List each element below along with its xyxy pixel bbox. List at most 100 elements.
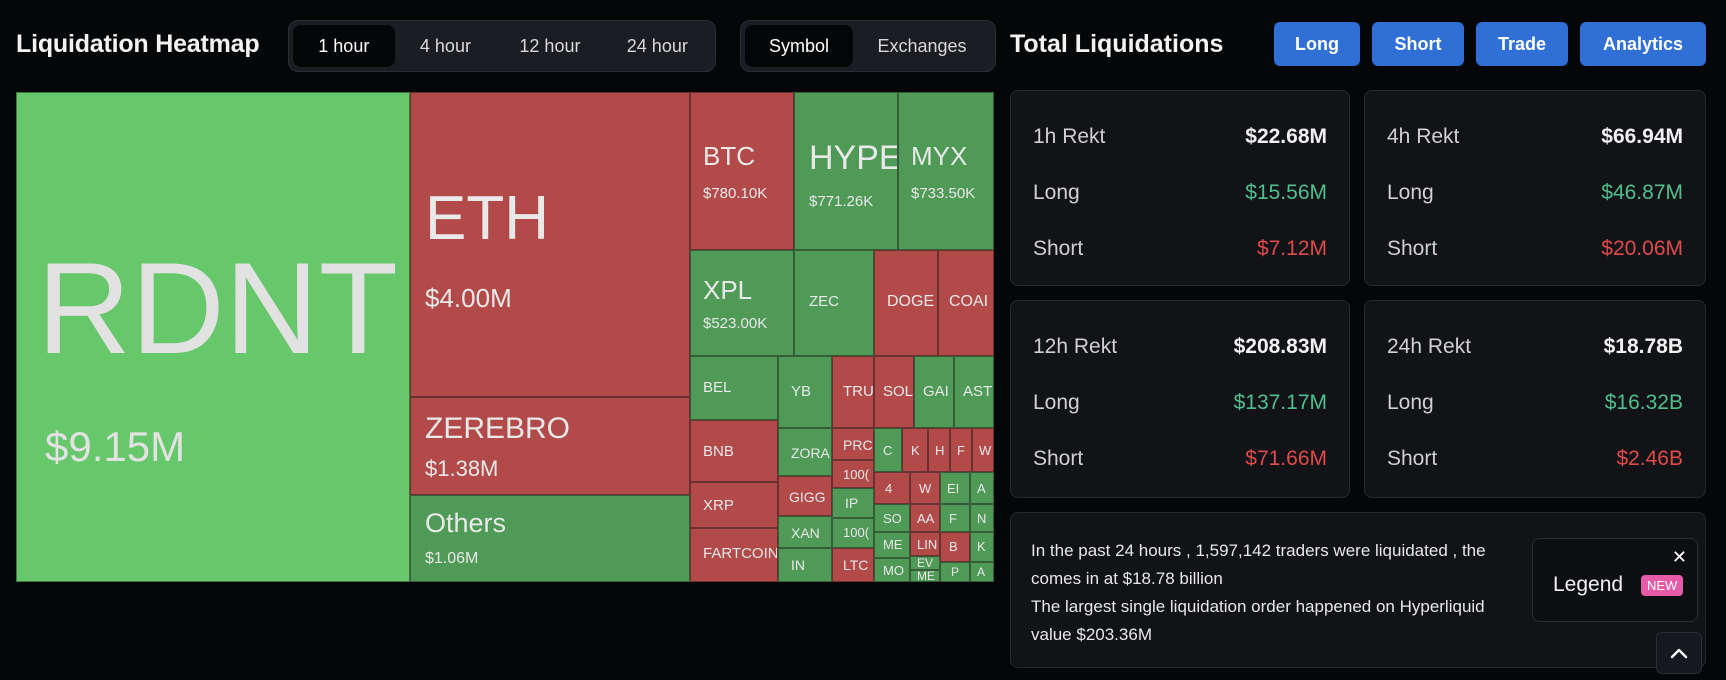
tile-value: $4.00M <box>425 283 512 313</box>
tile-symbol: Others <box>425 508 507 538</box>
summary-line: The largest single liquidation order hap… <box>1031 597 1485 616</box>
analytics-button[interactable]: Analytics <box>1580 22 1706 66</box>
long-label: Long <box>1033 181 1080 204</box>
tile-symbol: F <box>949 511 957 526</box>
tile-gigg[interactable]: GIGG <box>778 476 832 516</box>
tile-ast[interactable]: AST <box>954 356 994 428</box>
tile-symbol: IN <box>791 557 805 573</box>
tile-symbol: 100( <box>843 525 870 540</box>
tile-symbol: C <box>883 443 893 458</box>
tile-100-a[interactable]: 100( <box>832 460 874 488</box>
long-button[interactable]: Long <box>1274 22 1360 66</box>
short-label: Short <box>1387 447 1438 470</box>
tile-xan[interactable]: XAN <box>778 516 832 548</box>
tile-prc[interactable]: PRC <box>832 428 874 460</box>
tile-value: $1.38M <box>425 456 499 481</box>
tab-1-hour[interactable]: 1 hour <box>293 25 395 67</box>
tile-xpl[interactable]: XPL $523.00K <box>690 250 794 356</box>
short-button[interactable]: Short <box>1372 22 1464 66</box>
tile-doge[interactable]: DOGE <box>874 250 938 356</box>
tile-w2[interactable]: W <box>910 472 940 504</box>
tab-exchanges[interactable]: Exchanges <box>877 35 967 56</box>
tile-symbol: K <box>911 443 920 458</box>
trade-button[interactable]: Trade <box>1476 22 1568 66</box>
tile-tru[interactable]: TRU <box>832 356 874 428</box>
tile-4[interactable]: 4 <box>874 472 910 504</box>
tile-eth[interactable]: ETH $4.00M <box>410 92 690 397</box>
tile-h[interactable]: H <box>928 428 950 472</box>
card-label: 12h Rekt <box>1033 335 1118 358</box>
tile-sol[interactable]: SOL <box>874 356 914 428</box>
legend-popup[interactable]: ✕ Legend NEW <box>1532 538 1698 622</box>
summary-line: value $203.36M <box>1031 625 1152 644</box>
time-range-tabs: 1 hour 4 hour 12 hour 24 hour <box>288 20 716 72</box>
tile-p[interactable]: P <box>940 562 970 582</box>
tile-f2[interactable]: F <box>940 504 970 532</box>
tile-symbol: ZEREBRO <box>425 412 571 445</box>
tile-myx[interactable]: MYX $733.50K <box>898 92 994 250</box>
long-label: Long <box>1387 391 1434 414</box>
tile-ltc[interactable]: LTC <box>832 548 874 582</box>
tile-hype[interactable]: HYPE $771.26K <box>794 92 898 250</box>
tab-12-hour[interactable]: 12 hour <box>519 35 581 56</box>
tile-symbol: MYX <box>911 141 968 171</box>
tile-zerebro[interactable]: ZEREBRO $1.38M <box>410 397 690 495</box>
tile-a1[interactable]: A <box>970 472 994 504</box>
tile-value: $771.26K <box>809 193 874 210</box>
tile-bel[interactable]: BEL <box>690 356 778 420</box>
tile-fartcoin[interactable]: FARTCOIN <box>690 528 778 582</box>
summary-line: comes in at $18.78 billion <box>1031 569 1223 588</box>
tile-me2[interactable]: ME <box>910 570 940 582</box>
tile-so[interactable]: SO <box>874 504 910 532</box>
tile-n[interactable]: N <box>970 504 994 532</box>
legend-label: Legend <box>1553 573 1624 596</box>
close-icon[interactable]: ✕ <box>1671 547 1687 567</box>
tile-coai[interactable]: COAI <box>938 250 994 356</box>
tile-symbol: COAI <box>949 293 989 310</box>
tile-symbol: A <box>977 481 986 496</box>
tile-b[interactable]: B <box>940 532 970 562</box>
tile-symbol: 4 <box>885 481 893 496</box>
tile-symbol: IP <box>845 495 859 511</box>
tile-zec[interactable]: ZEC <box>794 250 874 356</box>
tile-f[interactable]: F <box>950 428 972 472</box>
scroll-top-button[interactable] <box>1656 632 1702 674</box>
tile-aa[interactable]: AA <box>910 504 940 532</box>
card-total: $18.78B <box>1603 335 1683 358</box>
tile-gai[interactable]: GAI <box>914 356 954 428</box>
tile-k[interactable]: K <box>902 428 928 472</box>
short-label: Short <box>1033 237 1084 260</box>
tile-zora[interactable]: ZORA <box>778 428 832 476</box>
tile-symbol: ETH <box>425 184 549 253</box>
tile-symbol: A <box>977 565 986 579</box>
card-total: $66.94M <box>1601 125 1683 148</box>
tile-c[interactable]: C <box>874 428 902 472</box>
tile-symbol: BNB <box>703 443 734 460</box>
tile-xrp[interactable]: XRP <box>690 482 778 528</box>
tile-symbol: MO <box>883 563 904 578</box>
tab-4-hour[interactable]: 4 hour <box>419 35 471 56</box>
tile-lin[interactable]: LIN <box>910 532 940 556</box>
tile-btc[interactable]: BTC $780.10K <box>690 92 794 250</box>
tile-k2[interactable]: K <box>970 532 994 562</box>
tile-rdnt[interactable]: RDNT $9.15M <box>16 92 410 582</box>
tile-ei[interactable]: EI <box>940 472 970 504</box>
tile-symbol: ME <box>917 570 935 582</box>
tab-24-hour[interactable]: 24 hour <box>626 35 688 56</box>
tile-mo[interactable]: MO <box>874 558 910 582</box>
tile-symbol: ZORA <box>791 445 830 461</box>
tile-ev[interactable]: EV <box>910 556 940 570</box>
tile-100-b[interactable]: 100( <box>832 518 874 548</box>
tile-symbol: N <box>977 511 987 526</box>
tile-bnb[interactable]: BNB <box>690 420 778 482</box>
tile-others[interactable]: Others $1.06M <box>410 495 690 582</box>
tile-a2[interactable]: A <box>970 562 994 582</box>
tab-symbol[interactable]: Symbol <box>745 25 853 67</box>
tile-yb[interactable]: YB <box>778 356 832 428</box>
long-label: Long <box>1033 391 1080 414</box>
tile-w[interactable]: W <box>972 428 994 472</box>
tile-in[interactable]: IN <box>778 548 832 582</box>
tile-ip[interactable]: IP <box>832 488 874 518</box>
tile-me[interactable]: ME <box>874 532 910 558</box>
summary-line: In the past 24 hours , 1,597,142 traders… <box>1031 541 1486 560</box>
